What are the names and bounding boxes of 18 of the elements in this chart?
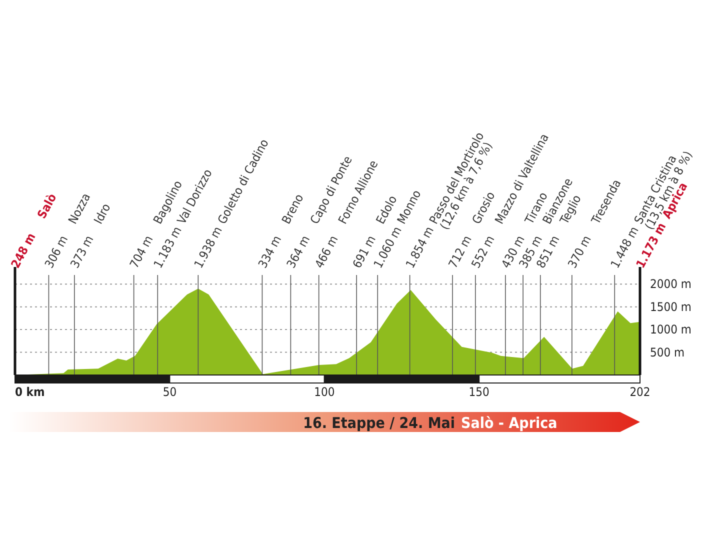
ref-line-label: 466 m xyxy=(312,233,341,270)
text: Idro xyxy=(91,200,114,226)
y-tick-label: 1500 m xyxy=(650,300,692,314)
ref-line-label: 248 m xyxy=(8,230,38,270)
ref-line-label: 334 m xyxy=(256,233,284,270)
x-tick-label: 202 xyxy=(630,385,650,399)
text: 16. Etappe / 24. Mai xyxy=(303,414,455,432)
x-tick-label: 0 km xyxy=(15,385,45,399)
text: Salò xyxy=(34,191,60,221)
text: Salò - Aprica xyxy=(461,414,558,432)
y-tick-label: 2000 m xyxy=(650,277,692,292)
y-tick-label: 500 m xyxy=(650,345,685,360)
x-tick-label: 100 xyxy=(314,385,335,399)
ref-line-label: 364 m xyxy=(284,233,313,270)
x-tick-label: 50 xyxy=(162,385,177,399)
y-tick-label: 1000 m xyxy=(650,322,692,337)
x-tick-label: 150 xyxy=(468,385,490,399)
ref-line-label: 370 m xyxy=(565,233,594,270)
